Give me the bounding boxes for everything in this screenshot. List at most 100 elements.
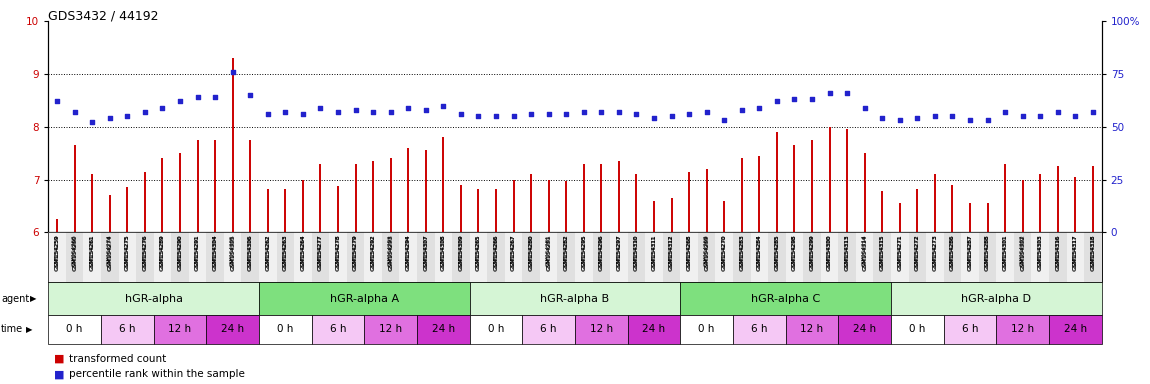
Text: GSM154318: GSM154318 xyxy=(1090,235,1096,271)
Text: time: time xyxy=(1,324,23,334)
Text: GSM154313: GSM154313 xyxy=(844,235,850,271)
Text: GSM154272: GSM154272 xyxy=(915,234,920,270)
Point xyxy=(435,103,453,109)
Text: transformed count: transformed count xyxy=(69,354,167,364)
Text: GSM154303: GSM154303 xyxy=(1037,234,1043,270)
Point xyxy=(592,109,611,115)
Text: GSM154309: GSM154309 xyxy=(459,235,463,271)
Text: GSM154265: GSM154265 xyxy=(476,235,481,271)
Point xyxy=(259,111,277,117)
Text: GSM154278: GSM154278 xyxy=(336,234,340,270)
Point xyxy=(961,118,980,124)
Point xyxy=(768,98,787,104)
Text: GSM154295: GSM154295 xyxy=(581,234,586,270)
Point xyxy=(785,96,804,103)
Text: GSM154307: GSM154307 xyxy=(423,234,428,266)
Text: GSM154275: GSM154275 xyxy=(125,234,130,266)
Text: GSM154281: GSM154281 xyxy=(546,234,551,270)
Text: GSM154265: GSM154265 xyxy=(476,234,481,266)
Text: GSM154280: GSM154280 xyxy=(529,235,534,271)
Text: GSM154316: GSM154316 xyxy=(1056,234,1060,266)
Text: GSM154297: GSM154297 xyxy=(616,234,621,266)
Text: GSM154288: GSM154288 xyxy=(986,234,990,270)
Point xyxy=(662,113,681,119)
Text: GSM154276: GSM154276 xyxy=(143,234,147,266)
Text: GSM154286: GSM154286 xyxy=(950,234,954,270)
Text: GSM154307: GSM154307 xyxy=(423,235,428,271)
Text: GSM154274: GSM154274 xyxy=(107,235,113,271)
Text: GSM154285: GSM154285 xyxy=(774,234,780,270)
Text: GSM154300: GSM154300 xyxy=(827,234,833,266)
Point xyxy=(1013,113,1032,119)
Text: GSM154277: GSM154277 xyxy=(317,235,323,271)
Text: GSM154302: GSM154302 xyxy=(1020,235,1025,271)
Text: GSM154272: GSM154272 xyxy=(915,234,920,266)
Text: GSM154303: GSM154303 xyxy=(1037,234,1043,266)
Text: GSM154292: GSM154292 xyxy=(370,234,376,270)
Point xyxy=(908,115,927,121)
Text: GDS3432 / 44192: GDS3432 / 44192 xyxy=(48,10,159,23)
Point xyxy=(452,111,470,117)
Point xyxy=(48,98,67,104)
Text: GSM154312: GSM154312 xyxy=(669,235,674,271)
Text: GSM154315: GSM154315 xyxy=(880,235,884,271)
Text: GSM154269: GSM154269 xyxy=(704,235,710,271)
Text: GSM154307: GSM154307 xyxy=(423,234,428,270)
Text: GSM154268: GSM154268 xyxy=(687,234,691,270)
Text: GSM154292: GSM154292 xyxy=(370,235,376,271)
Text: hGR-alpha D: hGR-alpha D xyxy=(961,293,1032,304)
Text: 12 h: 12 h xyxy=(800,324,823,334)
Point xyxy=(803,96,821,103)
Text: 24 h: 24 h xyxy=(1064,324,1087,334)
Text: GSM154290: GSM154290 xyxy=(177,235,183,271)
Text: GSM154286: GSM154286 xyxy=(950,234,954,266)
Text: GSM154266: GSM154266 xyxy=(493,234,498,270)
Text: GSM154269: GSM154269 xyxy=(704,234,710,270)
Point xyxy=(118,113,137,119)
Text: GSM154270: GSM154270 xyxy=(722,235,727,271)
Text: GSM154284: GSM154284 xyxy=(757,234,761,266)
Text: GSM154275: GSM154275 xyxy=(125,234,130,270)
Point xyxy=(505,113,523,119)
Text: GSM154261: GSM154261 xyxy=(90,235,94,271)
Text: GSM154306: GSM154306 xyxy=(247,234,253,270)
Text: GSM154291: GSM154291 xyxy=(196,235,200,271)
Text: GSM154271: GSM154271 xyxy=(897,234,903,270)
Point xyxy=(873,115,891,121)
Text: GSM154293: GSM154293 xyxy=(389,234,393,266)
Text: GSM154273: GSM154273 xyxy=(933,234,937,266)
Text: GSM154287: GSM154287 xyxy=(967,234,973,270)
Text: GSM154293: GSM154293 xyxy=(389,235,393,271)
Text: GSM154311: GSM154311 xyxy=(652,234,657,266)
Text: GSM154317: GSM154317 xyxy=(1073,234,1078,270)
Text: GSM154266: GSM154266 xyxy=(493,235,498,271)
Text: GSM154318: GSM154318 xyxy=(1090,234,1096,266)
Text: GSM154282: GSM154282 xyxy=(564,235,569,271)
Text: GSM154260: GSM154260 xyxy=(72,234,77,266)
Text: GSM154287: GSM154287 xyxy=(967,235,973,271)
Text: GSM154260: GSM154260 xyxy=(72,235,77,271)
Text: GSM154288: GSM154288 xyxy=(986,235,990,271)
Text: agent: agent xyxy=(1,293,30,304)
Point xyxy=(890,118,908,124)
Text: GSM154290: GSM154290 xyxy=(177,234,183,266)
Text: GSM154299: GSM154299 xyxy=(810,235,814,271)
Text: GSM154318: GSM154318 xyxy=(1090,234,1096,270)
Point xyxy=(363,109,382,115)
Text: GSM154259: GSM154259 xyxy=(54,234,60,270)
Text: GSM154306: GSM154306 xyxy=(247,235,253,271)
Text: GSM154262: GSM154262 xyxy=(266,234,270,266)
Text: GSM154285: GSM154285 xyxy=(774,234,780,266)
Point xyxy=(557,111,575,117)
Text: GSM154311: GSM154311 xyxy=(652,234,657,270)
Text: GSM154283: GSM154283 xyxy=(739,234,744,266)
Text: GSM154294: GSM154294 xyxy=(406,235,411,271)
Text: GSM154299: GSM154299 xyxy=(810,234,814,270)
Point xyxy=(838,90,857,96)
Point xyxy=(293,111,312,117)
Text: GSM154305: GSM154305 xyxy=(230,234,235,270)
Point xyxy=(926,113,944,119)
Text: GSM154282: GSM154282 xyxy=(564,234,569,266)
Text: GSM154311: GSM154311 xyxy=(652,235,657,271)
Text: GSM154309: GSM154309 xyxy=(459,234,463,270)
